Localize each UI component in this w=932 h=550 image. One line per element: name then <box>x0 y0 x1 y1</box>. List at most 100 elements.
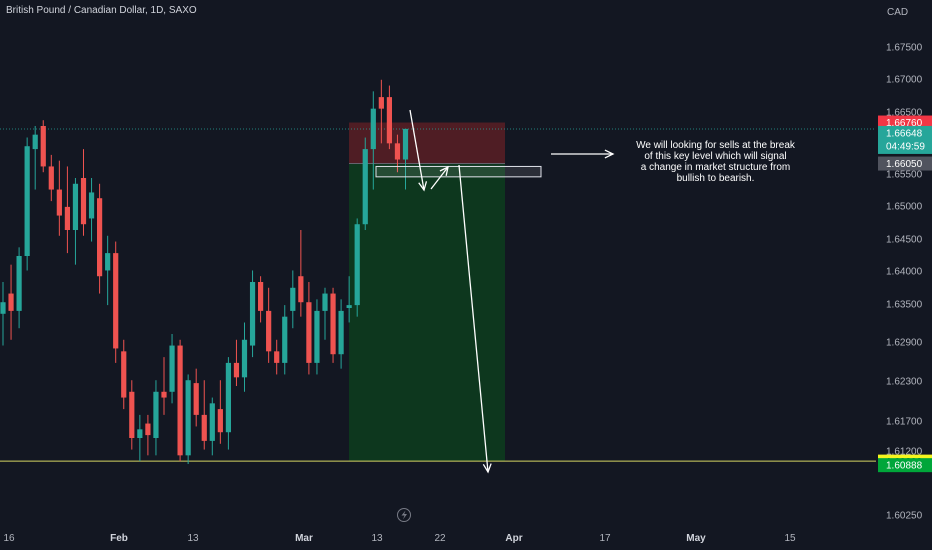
arrow-shaft <box>409 109 425 191</box>
price-tick-label: 1.66500 <box>886 108 923 119</box>
candle <box>322 287 328 340</box>
arrow-head <box>482 463 492 474</box>
candle-body <box>346 305 352 308</box>
candle <box>241 322 248 392</box>
candle-body <box>378 97 384 109</box>
price-tick-label: 1.65500 <box>886 170 923 181</box>
candle-body <box>169 345 175 392</box>
candle <box>72 178 79 265</box>
candle-body <box>201 414 207 441</box>
candle-body <box>32 134 38 150</box>
candle <box>0 282 6 346</box>
candle <box>386 85 392 150</box>
candle-body <box>362 149 368 225</box>
candle <box>32 126 38 190</box>
candle <box>24 137 30 271</box>
candle <box>177 339 183 462</box>
annotation-arrow <box>551 149 615 159</box>
time-axis[interactable]: 16 Feb 13 Mar 13 22 Apr 17 May 15 <box>3 533 796 544</box>
price-tag[interactable]: 1.66648 04:49:59 <box>878 125 932 154</box>
price-tag-bg <box>878 156 932 171</box>
candle <box>48 154 54 202</box>
candlestick-series <box>0 79 409 464</box>
candle <box>354 218 360 317</box>
arrow-head <box>604 149 615 159</box>
candle-body <box>394 143 401 160</box>
candle-body <box>402 128 409 160</box>
take-profit-zone <box>349 163 505 462</box>
price-tick-label: 1.64500 <box>886 235 923 246</box>
price-tag-bg <box>878 125 932 154</box>
price-tag[interactable]: 1.60888 <box>878 458 932 473</box>
candle <box>145 414 151 456</box>
candle <box>346 276 352 323</box>
candle-body <box>370 108 376 150</box>
candle <box>113 241 119 363</box>
candle-body <box>121 351 127 398</box>
price-tag[interactable]: 1.66050 <box>878 156 932 171</box>
price-tick-label: 1.62900 <box>886 338 923 349</box>
trade-annotation: We will looking for sells at the break o… <box>618 140 813 184</box>
candle <box>153 380 159 456</box>
candle-body <box>129 391 135 438</box>
candle-body <box>161 391 167 398</box>
candle-body <box>233 362 240 378</box>
annotation-line: of this key level which will signal <box>644 151 787 162</box>
candle <box>258 276 264 323</box>
time-tick-label: Apr <box>505 533 522 544</box>
candle <box>169 334 175 404</box>
candle <box>330 287 336 363</box>
candle-body <box>282 316 288 363</box>
candle <box>266 287 272 363</box>
candle <box>105 235 111 306</box>
arrow-head <box>418 181 428 192</box>
candle-body <box>0 302 6 314</box>
candle <box>362 137 368 230</box>
candle-body <box>241 339 248 378</box>
candle <box>193 368 199 427</box>
time-tick-label: Feb <box>110 533 128 544</box>
candle-body <box>330 293 336 355</box>
candle <box>88 178 95 242</box>
candle <box>370 91 376 190</box>
candle <box>378 79 384 144</box>
candle <box>8 264 14 340</box>
candle <box>40 120 46 173</box>
price-tick-label: 1.64000 <box>886 267 923 278</box>
candle <box>402 128 409 190</box>
candle <box>185 374 191 464</box>
candle-body <box>338 310 344 355</box>
candle-body <box>97 198 103 277</box>
candle <box>16 247 22 329</box>
price-tag-label: 1.66648 <box>886 128 923 139</box>
price-tick-label: 1.61200 <box>886 447 923 458</box>
candle-body <box>16 256 22 311</box>
candle <box>314 299 320 375</box>
arrow-shaft <box>458 164 489 473</box>
candle-body <box>354 224 360 306</box>
drop-arrow <box>409 109 428 192</box>
candle-body <box>40 126 46 167</box>
candle <box>97 183 103 294</box>
candle-body <box>56 189 62 216</box>
candle-body <box>88 192 95 219</box>
candle <box>80 149 87 236</box>
candle-body <box>322 293 328 311</box>
price-tick-label: 1.63500 <box>886 300 923 311</box>
time-tick-label: 13 <box>187 533 199 544</box>
price-axis[interactable]: 1.675001.670001.665001.660001.655001.650… <box>878 7 932 522</box>
candle-body <box>386 97 392 144</box>
symbol-title[interactable]: British Pound / Canadian Dollar, 1D, SAX… <box>6 5 197 16</box>
candle <box>249 270 256 358</box>
candle <box>137 414 143 462</box>
annotation-line: bullish to bearish. <box>676 173 755 184</box>
candle <box>121 339 127 410</box>
candle-body <box>290 287 296 311</box>
price-tag-label: 1.66760 <box>886 118 923 129</box>
price-tag-countdown: 04:49:59 <box>886 141 925 152</box>
candle-body <box>225 362 231 433</box>
lightning-icon[interactable] <box>397 508 411 522</box>
time-tick-label: May <box>686 533 706 544</box>
candle-body <box>80 178 87 225</box>
